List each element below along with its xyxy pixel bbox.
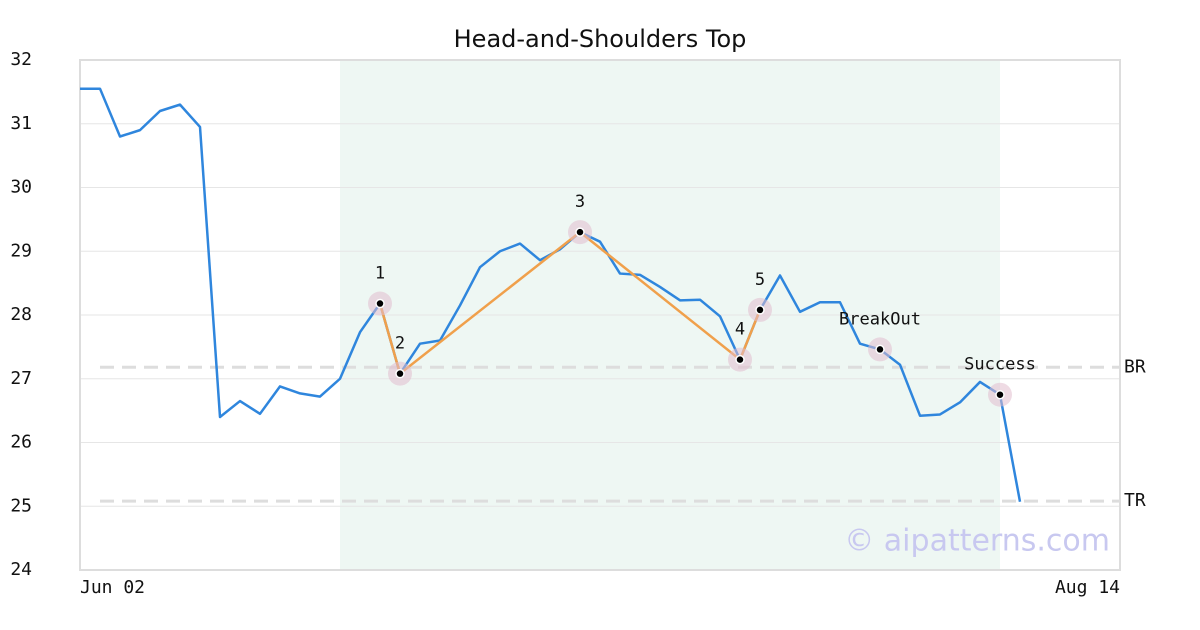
y-tick-label: 24 xyxy=(10,559,32,580)
point-label: 2 xyxy=(395,334,405,354)
point-dot xyxy=(395,368,405,379)
y-tick-label: 28 xyxy=(10,304,32,325)
point-label: 5 xyxy=(755,270,765,290)
reference-label: BR xyxy=(1124,356,1146,377)
point-dot xyxy=(755,305,765,315)
point-dot xyxy=(575,227,585,237)
y-tick-label: 29 xyxy=(10,240,32,261)
point-label: Success xyxy=(964,355,1036,375)
y-tick-label: 31 xyxy=(10,113,32,134)
point-label: BreakOut xyxy=(839,309,921,329)
point-dot xyxy=(875,344,885,355)
point-dot xyxy=(995,389,1005,400)
y-tick-label: 30 xyxy=(10,177,32,198)
point-dot xyxy=(735,354,745,365)
watermark: © aipatterns.com xyxy=(844,524,1110,559)
x-tick-label: Jun 02 xyxy=(80,577,145,598)
point-label: 3 xyxy=(575,192,585,212)
chart-title: Head-and-Shoulders Top xyxy=(454,25,747,53)
point-label: 4 xyxy=(735,320,745,340)
y-tick-label: 27 xyxy=(10,368,32,389)
plot-frame xyxy=(79,59,1121,571)
y-tick-label: 32 xyxy=(10,49,32,70)
y-tick-label: 25 xyxy=(10,495,32,516)
reference-label: TR xyxy=(1124,490,1146,511)
x-tick-label: Aug 14 xyxy=(1055,577,1120,598)
point-dot xyxy=(375,298,385,309)
point-label: 1 xyxy=(375,264,385,284)
y-tick-label: 26 xyxy=(10,432,32,453)
